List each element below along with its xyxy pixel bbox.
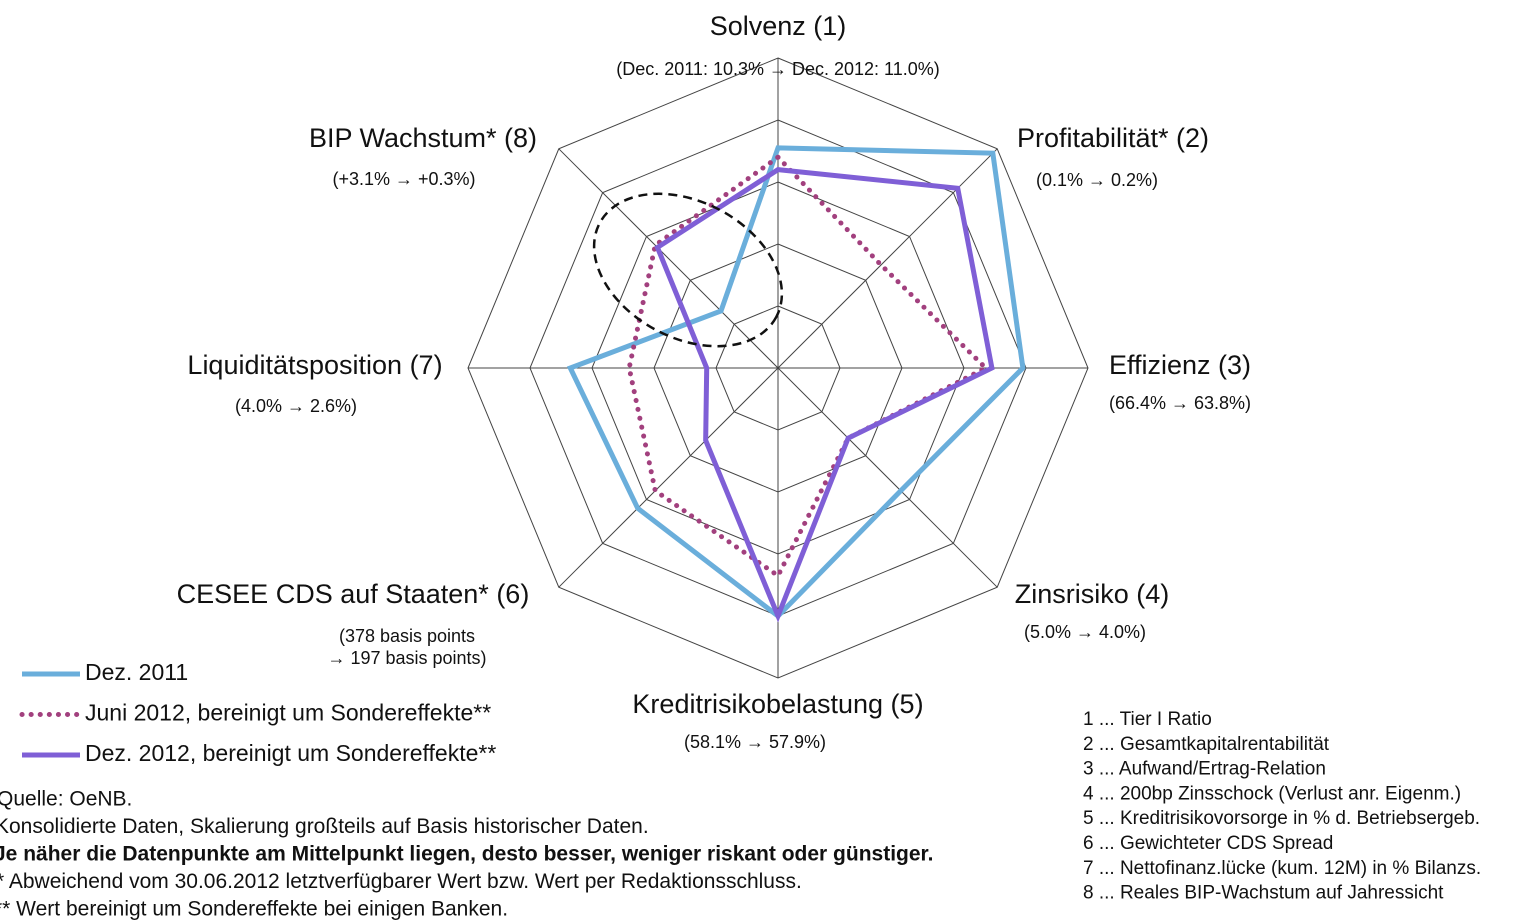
axis-label: Solvenz (1) bbox=[710, 11, 847, 41]
axis-note: (66.4% → 63.8%) bbox=[1109, 393, 1251, 413]
spoke bbox=[558, 148, 779, 369]
axis-label: Liquiditätsposition (7) bbox=[187, 350, 442, 380]
axis-note: (Dec. 2011: 10.3% → Dec. 2012: 11.0%) bbox=[616, 59, 940, 79]
axis-note: (+3.1% → +0.3%) bbox=[332, 169, 475, 189]
spoke bbox=[558, 367, 779, 588]
axis-note: (378 basis points bbox=[339, 626, 475, 646]
key-item: 7 ... Nettofinanz.lücke (kum. 12M) in % … bbox=[1083, 858, 1481, 879]
axis-label: CESEE CDS auf Staaten* (6) bbox=[177, 579, 530, 609]
legend-label: Dez. 2011 bbox=[85, 659, 188, 685]
footnote: Konsolidierte Daten, Skalierung großteil… bbox=[0, 815, 649, 838]
key-item: 1 ... Tier I Ratio bbox=[1083, 709, 1212, 730]
key-item: 2 ... Gesamtkapitalrentabilität bbox=[1083, 734, 1330, 755]
footnote: ** Wert bereinigt um Sondereffekte bei e… bbox=[0, 898, 508, 921]
footnote: * Abweichend vom 30.06.2012 letztverfügb… bbox=[0, 870, 802, 893]
spoke bbox=[777, 148, 998, 369]
key-item: 5 ... Kreditrisikovorsorge in % d. Betri… bbox=[1083, 808, 1480, 829]
footnote: Quelle: OeNB. bbox=[0, 788, 132, 811]
series-line bbox=[626, 153, 990, 580]
axis-note: (4.0% → 2.6%) bbox=[235, 396, 357, 416]
axis-note: → 197 basis points) bbox=[327, 648, 486, 668]
key-item: 3 ... Aufwand/Ertrag-Relation bbox=[1083, 759, 1326, 780]
key-item: 6 ... Gewichteter CDS Spread bbox=[1083, 833, 1333, 854]
footnote: Je näher die Datenpunkte am Mittelpunkt … bbox=[0, 843, 933, 866]
key-item: 4 ... 200bp Zinsschock (Verlust anr. Eig… bbox=[1083, 783, 1461, 804]
axis-note: (5.0% → 4.0%) bbox=[1024, 622, 1146, 642]
series-line bbox=[654, 167, 995, 623]
axis-label: Zinsrisiko (4) bbox=[1015, 579, 1170, 609]
axis-note: (58.1% → 57.9%) bbox=[684, 732, 826, 752]
legend-label: Juni 2012, bereinigt um Sondereffekte** bbox=[85, 700, 491, 726]
axis-label: Profitabilität* (2) bbox=[1017, 123, 1209, 153]
spoke bbox=[777, 367, 998, 588]
axis-label: Kreditrisikobelastung (5) bbox=[632, 689, 923, 719]
axis-label: BIP Wachstum* (8) bbox=[309, 123, 537, 153]
highlight-ellipse bbox=[592, 192, 784, 348]
legend-label: Dez. 2012, bereinigt um Sondereffekte** bbox=[85, 740, 496, 766]
key-item: 8 ... Reales BIP-Wachstum auf Jahressich… bbox=[1083, 883, 1444, 904]
axis-note: (0.1% → 0.2%) bbox=[1036, 170, 1158, 190]
axis-label: Effizienz (3) bbox=[1109, 350, 1251, 380]
